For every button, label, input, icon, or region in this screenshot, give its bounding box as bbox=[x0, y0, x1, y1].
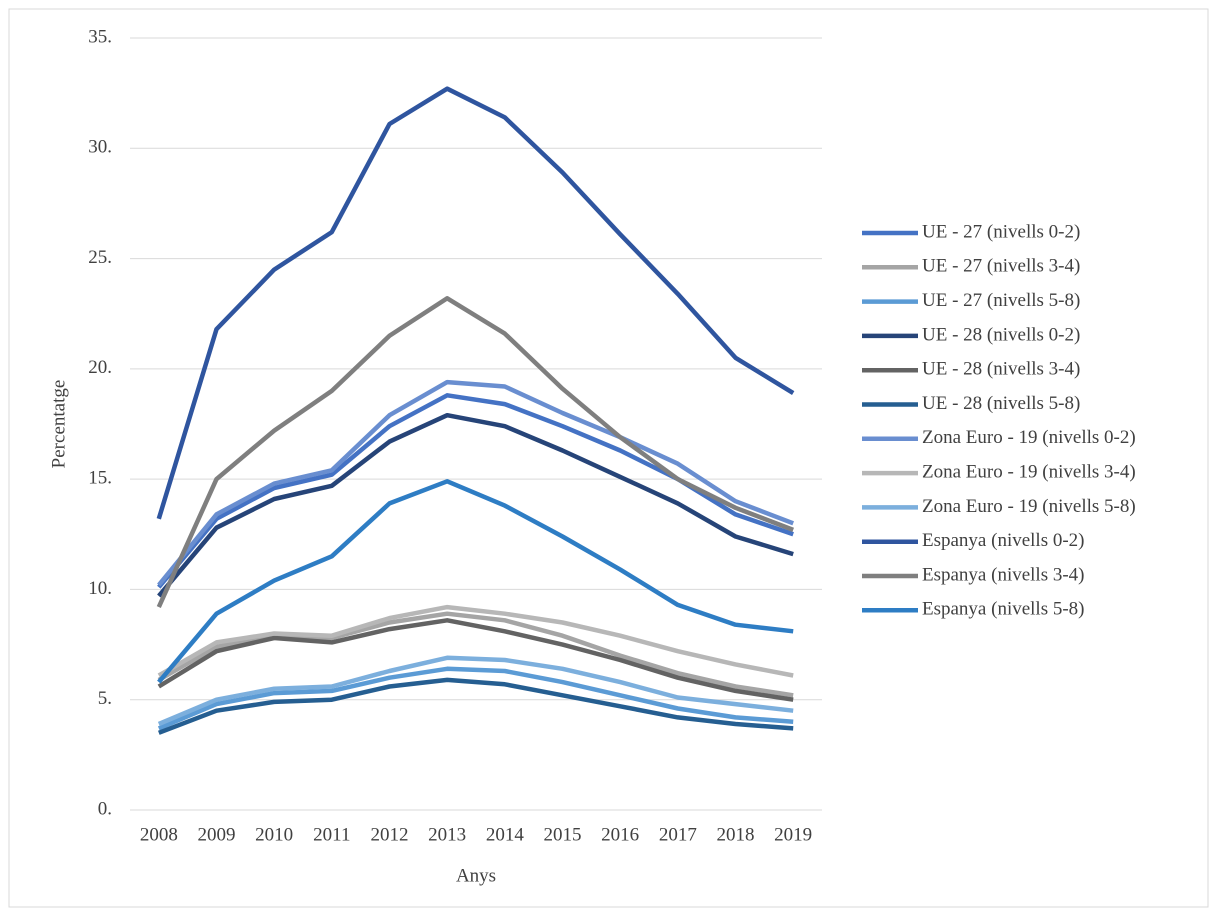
chart-border bbox=[8, 8, 1209, 908]
x-tick-label: 2009 bbox=[198, 824, 236, 845]
x-tick-label: 2017 bbox=[659, 824, 697, 845]
y-tick-label: 5. bbox=[98, 688, 112, 709]
series-line bbox=[157, 604, 794, 678]
series-line bbox=[157, 379, 795, 587]
series-line bbox=[157, 479, 794, 684]
legend-label: Zona Euro - 19 (nivells 0-2) bbox=[922, 427, 1136, 448]
y-axis-title: Percentatge bbox=[48, 380, 69, 469]
legend-label: UE - 27 (nivells 5-8) bbox=[922, 290, 1080, 311]
x-tick-label: 2010 bbox=[255, 824, 293, 845]
series-line bbox=[156, 86, 795, 520]
y-tick-label: 10. bbox=[88, 578, 112, 599]
y-tick-label: 35. bbox=[88, 26, 112, 47]
series-line bbox=[157, 412, 794, 598]
x-axis-title: Anys bbox=[456, 865, 496, 886]
x-tick-label: 2014 bbox=[486, 824, 525, 845]
legend-label: UE - 28 (nivells 5-8) bbox=[922, 393, 1080, 414]
legend-label: UE - 27 (nivells 3-4) bbox=[922, 256, 1080, 277]
series-line bbox=[156, 296, 795, 609]
y-tick-label: 0. bbox=[98, 798, 112, 819]
legend-label: UE - 27 (nivells 0-2) bbox=[922, 221, 1080, 242]
legend-label: Espanya (nivells 0-2) bbox=[922, 530, 1085, 551]
x-tick-label: 2011 bbox=[313, 824, 350, 845]
series-line bbox=[157, 677, 794, 735]
legend-label: UE - 28 (nivells 3-4) bbox=[922, 359, 1080, 380]
x-tick-label: 2008 bbox=[140, 824, 178, 845]
y-tick-label: 20. bbox=[88, 357, 112, 378]
x-tick-label: 2012 bbox=[371, 824, 409, 845]
x-tick-label: 2015 bbox=[544, 824, 582, 845]
y-tick-label: 25. bbox=[88, 247, 112, 268]
series-line bbox=[157, 666, 794, 731]
series-line bbox=[157, 611, 794, 698]
legend-label: Zona Euro - 19 (nivells 3-4) bbox=[922, 461, 1136, 482]
x-tick-label: 2016 bbox=[601, 824, 639, 845]
y-tick-label: 15. bbox=[88, 468, 112, 489]
x-tick-label: 2013 bbox=[428, 824, 466, 845]
legend-label: UE - 28 (nivells 0-2) bbox=[922, 324, 1080, 345]
legend-label: Espanya (nivells 5-8) bbox=[922, 599, 1085, 620]
x-tick-label: 2018 bbox=[717, 824, 755, 845]
series-line bbox=[157, 655, 794, 727]
y-tick-label: 30. bbox=[88, 137, 112, 158]
legend-label: Zona Euro - 19 (nivells 5-8) bbox=[922, 496, 1136, 517]
x-tick-label: 2019 bbox=[774, 824, 812, 845]
series-line bbox=[157, 618, 794, 702]
legend-label: Espanya (nivells 3-4) bbox=[922, 564, 1085, 585]
